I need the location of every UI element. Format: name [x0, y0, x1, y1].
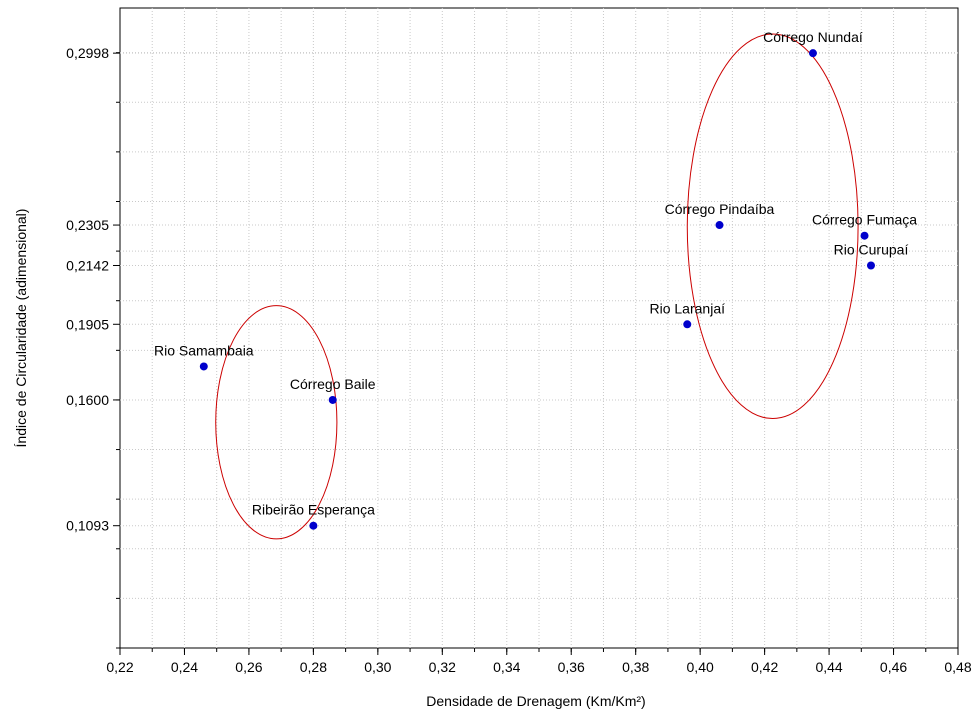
x-tick-label: 0,48 [944, 659, 971, 675]
y-tick-label: 0,2142 [66, 257, 109, 273]
data-point [860, 231, 869, 240]
point-label: Rio Curupaí [834, 241, 909, 257]
cluster-ellipse [686, 33, 859, 420]
cluster-ellipse [215, 305, 338, 540]
x-tick-label: 0,28 [300, 659, 327, 675]
point-label: Córrego Pindaíba [665, 201, 775, 217]
y-tick-label: 0,2998 [66, 45, 109, 61]
x-tick-label: 0,22 [106, 659, 133, 675]
x-tick-label: 0,30 [364, 659, 391, 675]
y-tick-label: 0,2305 [66, 217, 109, 233]
x-tick-label: 0,38 [622, 659, 649, 675]
data-point [808, 49, 817, 58]
point-label: Ribeirão Esperança [252, 502, 375, 518]
point-label: Córrego Nundaí [763, 29, 863, 45]
data-point [199, 362, 208, 371]
x-tick-label: 0,46 [880, 659, 907, 675]
x-tick-label: 0,24 [171, 659, 198, 675]
data-point [715, 221, 724, 230]
data-point [683, 320, 692, 329]
y-axis-title: Índice de Circularidade (adimensional) [13, 209, 29, 448]
axes: 0,22 0,24 0,26 0,28 0,30 0,32 0,34 0,36 0,38 0,40… [66, 45, 972, 675]
cluster-ellipses [215, 33, 859, 540]
data-point [328, 395, 337, 404]
y-tick-label: 0,1093 [66, 518, 109, 534]
y-tick-label: 0,1905 [66, 316, 109, 332]
plot-area [119, 7, 959, 649]
x-tick-label: 0,40 [687, 659, 714, 675]
point-label: Córrego Fumaça [812, 212, 917, 228]
data-points: Córrego Nundaí Córrego Pindaíba Córrego Fu… [154, 29, 917, 530]
x-tick-label: 0,34 [493, 659, 520, 675]
data-point [309, 521, 318, 530]
x-tick-label: 0,44 [815, 659, 842, 675]
x-tick-label: 0,36 [558, 659, 585, 675]
data-point [866, 261, 875, 270]
point-label: Córrego Baile [290, 376, 376, 392]
x-tick-label: 0,32 [429, 659, 456, 675]
x-tick-label: 0,26 [235, 659, 262, 675]
x-tick-label: 0,42 [751, 659, 778, 675]
point-label: Rio Laranjaí [650, 300, 726, 316]
x-axis-title: Densidade de Drenagem (Km/Km²) [426, 693, 645, 709]
point-label: Rio Samambaia [154, 342, 254, 358]
y-tick-label: 0,1600 [66, 392, 109, 408]
